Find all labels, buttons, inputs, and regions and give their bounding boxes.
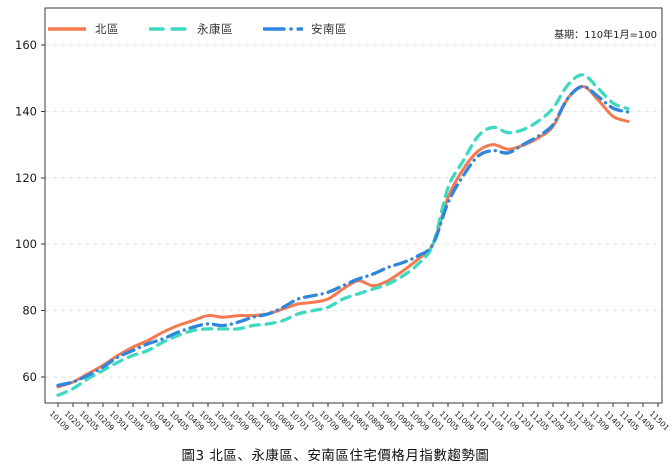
base-period-note: 基期：110年1月=100 [554,30,657,41]
legend-label: 永康區 [197,22,233,36]
y-tick-label: 100 [15,237,37,251]
chart-legend: 北區 永康區 安南區 [47,21,347,37]
legend-item-beiqu: 北區 [47,21,119,37]
series-line-2 [56,84,630,387]
y-tick-label: 120 [15,171,37,185]
series-line-0 [56,85,630,389]
chart-caption: 圖3 北區、永康區、安南區住宅價格月指數趨勢圖 [181,448,490,464]
line-swatch-solid-icon [48,27,86,31]
legend-item-annanqu: 安南區 [263,21,347,37]
y-tick-label: 80 [22,304,37,318]
line-swatch-dashed-icon [149,27,189,31]
plot-border [44,7,663,404]
legend-label: 北區 [95,22,119,36]
legend-item-yongkangqu: 永康區 [149,21,233,37]
line-swatch-dashdot-icon [263,27,303,31]
line-chart: 6080100120140160101091020110205102091030… [15,7,671,433]
y-tick-label: 60 [22,370,37,384]
series-line-1 [56,73,630,397]
y-tick-label: 140 [15,104,37,118]
legend-label: 安南區 [311,22,347,36]
y-tick-label: 160 [15,38,37,52]
